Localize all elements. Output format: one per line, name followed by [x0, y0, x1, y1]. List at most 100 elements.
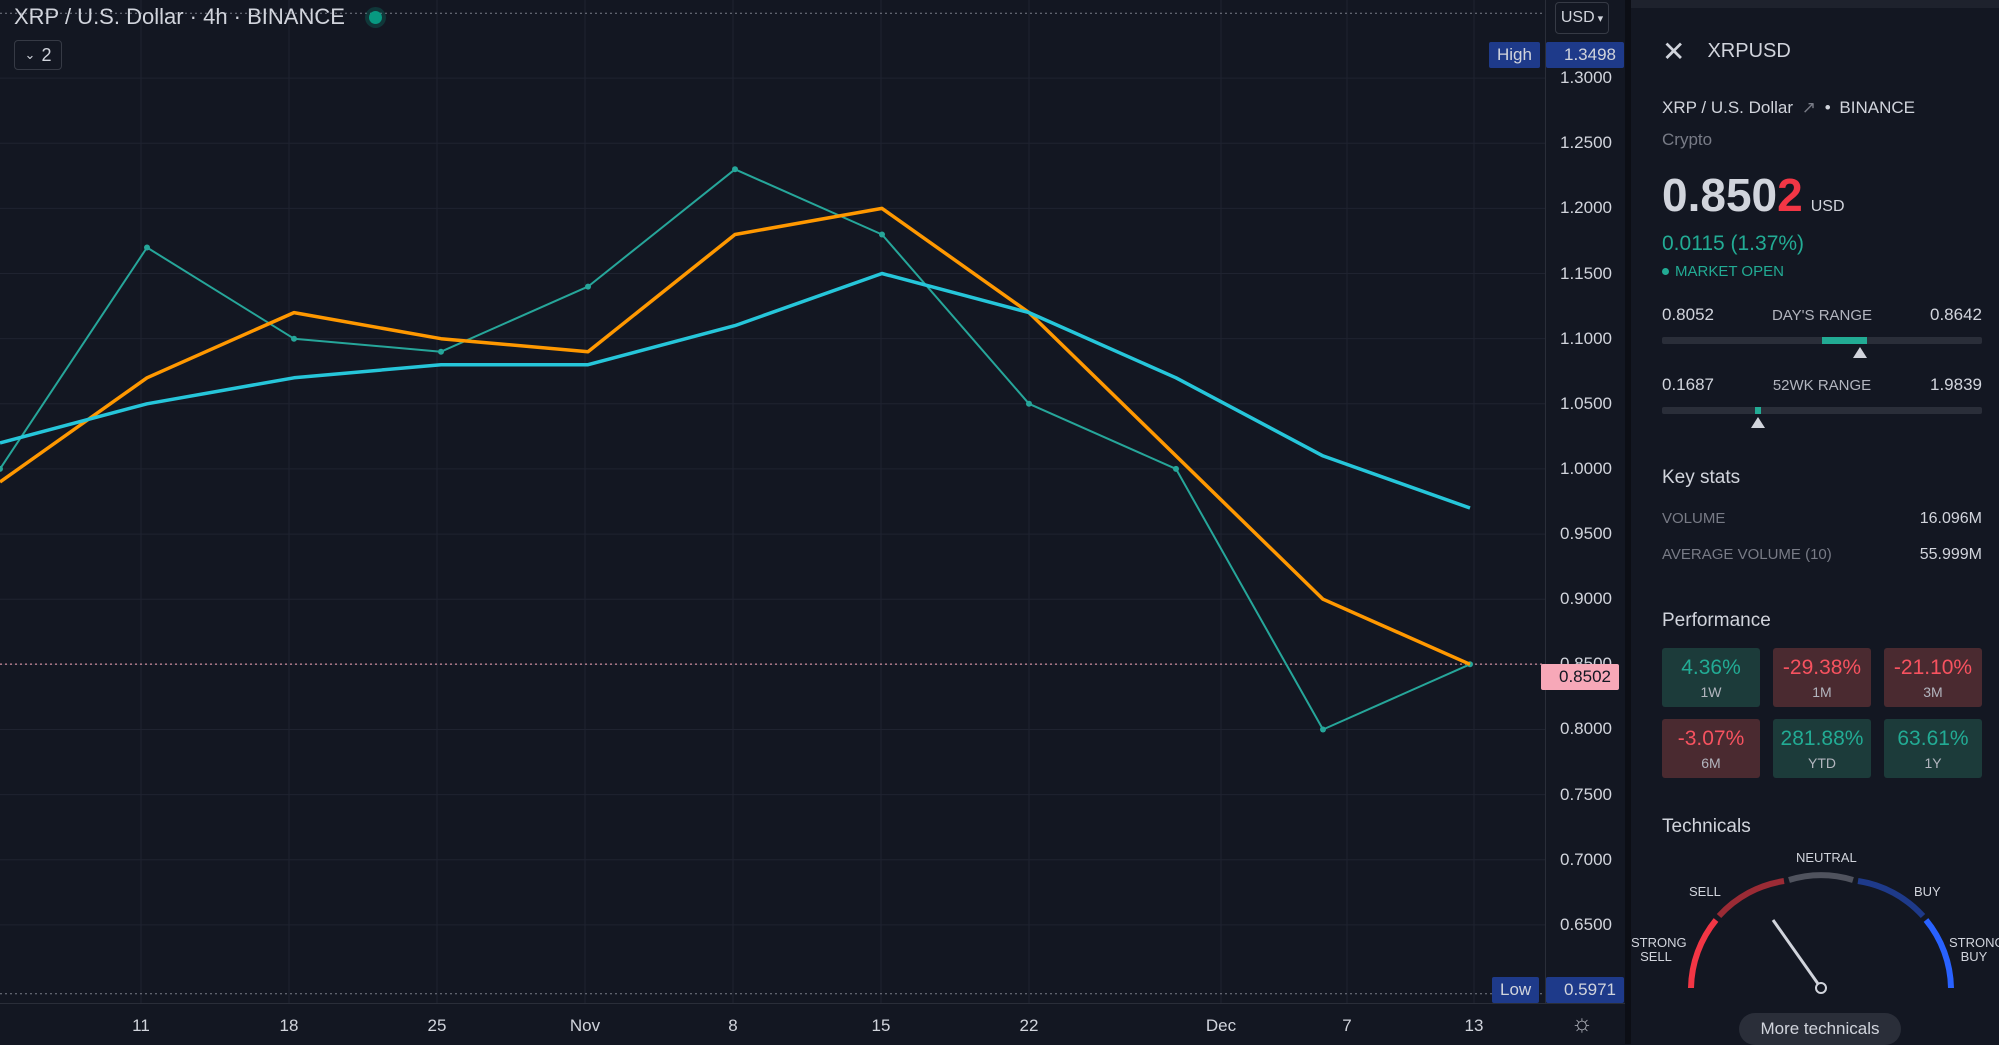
gauge-needle: [1771, 919, 1823, 989]
days-range-label: DAY'S RANGE: [1771, 306, 1873, 324]
days-range-marker-icon: [1853, 347, 1868, 358]
price-chart[interactable]: [0, 0, 1545, 1003]
price-tick-label: 1.2000: [1560, 198, 1612, 218]
last-price: 0.8502 USD: [1662, 168, 1845, 222]
market-open-dot-icon: [1662, 268, 1669, 275]
key-stats-title: Key stats: [1662, 467, 1741, 488]
series-line-ma_short: [0, 206, 1471, 666]
perf-cell-ytd[interactable]: 281.88% YTD: [1773, 719, 1871, 778]
price-tick-label: 1.1000: [1560, 328, 1612, 348]
series-line-ma_long: [0, 271, 1471, 510]
perf-cell-1m[interactable]: -29.38% 1M: [1773, 648, 1871, 707]
days-range-high: 0.8642: [1929, 305, 1982, 324]
wk52-range-low: 0.1687: [1662, 375, 1714, 394]
price-tick-label: 0.9000: [1560, 589, 1612, 609]
currency-button[interactable]: USD ▾: [1555, 2, 1609, 34]
gauge-arc-buy: [1857, 878, 1926, 919]
price-tick-label: 1.0000: [1560, 458, 1612, 478]
exchange-name: BINANCE: [1839, 98, 1915, 117]
symbol-category: Crypto: [1662, 130, 1713, 149]
time-tick-label: 18: [279, 1016, 299, 1035]
market-status-dot-icon: [368, 10, 382, 24]
indicator-count: 2: [41, 44, 52, 65]
wk52-range-label: 52WK RANGE: [1772, 376, 1872, 394]
time-tick-label: Dec: [1205, 1016, 1237, 1035]
symbol-name[interactable]: XRP / U.S. Dollar: [1662, 98, 1794, 117]
indicators-collapse-button[interactable]: ⌄ 2: [14, 40, 62, 70]
time-tick-label: 25: [427, 1016, 447, 1035]
price-change: 0.0115 (1.37%): [1662, 232, 1805, 255]
perf-cell-1y[interactable]: 63.61% 1Y: [1884, 719, 1982, 778]
wk52-range-bar: [1662, 407, 1982, 428]
chevron-down-icon: ⌄: [24, 47, 36, 62]
high-value-tag: 1.3498: [1546, 42, 1624, 68]
symbol-ticker: XRPUSD: [1707, 40, 1791, 62]
symbol-legend: XRP / U.S. Dollar · 4h · BINANCE: [14, 4, 382, 30]
symbol-line: XRP / U.S. Dollar · 4h · BINANCE: [14, 4, 345, 29]
series-point: [1026, 400, 1032, 407]
time-tick-label: 22: [1019, 1016, 1039, 1035]
series-point: [144, 244, 150, 251]
series-line-close: [0, 168, 1471, 731]
stat-row-avg-volume: AVERAGE VOLUME (10) 55.999M: [1662, 546, 1982, 564]
chevron-down-icon: ▾: [1597, 12, 1604, 25]
price-main: 0.850: [1662, 169, 1778, 221]
market-status-text: MARKET OPEN: [1675, 263, 1784, 280]
price-tick-label: 1.1500: [1560, 263, 1612, 283]
perf-cell-6m[interactable]: -3.07% 6M: [1662, 719, 1760, 778]
perf-cell-3m[interactable]: -21.10% 3M: [1884, 648, 1982, 707]
gauge-arc-strong-buy: [1923, 918, 1954, 989]
series-point: [438, 348, 444, 355]
price-tick-label: 0.7500: [1560, 784, 1612, 804]
chart-area[interactable]: XRP / U.S. Dollar · 4h · BINANCE ⌄ 2: [0, 0, 1545, 1003]
time-tick-label: 15: [871, 1016, 891, 1035]
wk52-range-marker-icon: [1751, 417, 1765, 428]
series-point: [1320, 726, 1326, 733]
stat-key: AVERAGE VOLUME (10): [1662, 546, 1832, 563]
symbol-header: ✕ XRPUSD: [1662, 35, 1791, 67]
series-point: [879, 231, 885, 238]
wk52-range-high: 1.9839: [1929, 375, 1982, 394]
price-currency: USD: [1810, 198, 1845, 215]
price-tick-label: 1.0500: [1560, 393, 1612, 413]
price-axis[interactable]: 1.3000 1.2500 1.2000 1.1500 1.1000 1.0500 1.00…: [1545, 0, 1626, 1003]
gauge-arc-strong-sell: [1688, 918, 1719, 989]
gauge-arc-sell: [1716, 878, 1785, 919]
technicals-gauge[interactable]: [1671, 858, 1971, 1008]
settings-gear-icon[interactable]: ☼: [1571, 1010, 1593, 1037]
gauge-label-neutral: NEUTRAL: [1796, 850, 1857, 865]
gauge-pivot: [1815, 982, 1827, 994]
low-value-tag: 0.5971: [1546, 977, 1624, 1003]
price-tick-label: 0.9500: [1560, 524, 1612, 544]
symbol-name-line: XRP / U.S. Dollar ↗ • BINANCE: [1662, 98, 1915, 117]
time-tick-label: 8: [728, 1016, 738, 1035]
price-tick-label: 0.6500: [1560, 914, 1612, 934]
time-tick-label: 11: [132, 1016, 150, 1035]
gauge-label-sell: SELL: [1689, 884, 1721, 899]
days-range-fill: [1822, 337, 1867, 344]
low-label-tag: Low: [1492, 977, 1540, 1003]
market-status: MARKET OPEN: [1662, 263, 1784, 280]
gauge-label-strong-sell: STRONG SELL: [1631, 935, 1687, 964]
performance-grid: 4.36% 1W -29.38% 1M -21.10% 3M -3.07% 6M 281…: [1662, 648, 1982, 778]
external-link-icon[interactable]: ↗: [1801, 98, 1816, 117]
high-label-tag: High: [1489, 42, 1540, 68]
days-range-bar: [1662, 337, 1982, 358]
series-point: [1173, 465, 1179, 472]
wk52-range-fill: [1754, 407, 1762, 414]
gauge-label-buy: BUY: [1914, 884, 1941, 899]
last-price-tag: 0.8502: [1541, 664, 1619, 690]
price-last-digit: 2: [1777, 169, 1803, 221]
stat-value: 55.999M: [1919, 546, 1982, 563]
currency-label: USD: [1560, 9, 1595, 26]
symbol-details-panel: ✕ XRPUSD XRP / U.S. Dollar ↗ • BINANCE C…: [1625, 0, 1999, 1045]
close-icon[interactable]: ✕: [1662, 35, 1686, 67]
stat-value: 16.096M: [1919, 510, 1982, 527]
stat-key: VOLUME: [1662, 510, 1726, 527]
perf-cell-1w[interactable]: 4.36% 1W: [1662, 648, 1760, 707]
technicals-title: Technicals: [1662, 816, 1751, 837]
more-technicals-button[interactable]: More technicals: [1739, 1013, 1901, 1045]
gauge-arc-neutral: [1788, 872, 1854, 883]
performance-title: Performance: [1662, 610, 1771, 631]
time-axis[interactable]: 11 18 25 Nov 8 15 22 Dec 7 13: [0, 1003, 1625, 1045]
